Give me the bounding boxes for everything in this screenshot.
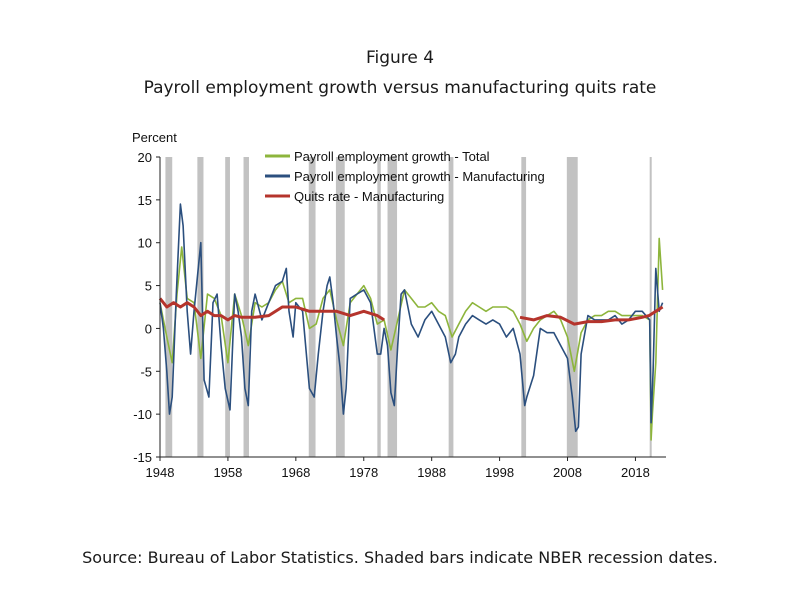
y-tick-label: -5 (140, 364, 152, 379)
recession-bar-4 (308, 157, 316, 457)
x-tick-label: 1958 (213, 465, 242, 480)
series-line-1 (159, 203, 664, 433)
x-tick-label: 1978 (349, 465, 378, 480)
recession-bar-6 (377, 157, 381, 457)
legend: Payroll employment growth - Total Payroll… (265, 149, 545, 204)
series-line-0 (159, 237, 664, 441)
legend-entry-0: Payroll employment growth - Total (294, 149, 490, 164)
recession-bars (165, 157, 652, 457)
y-tick-label: 20 (138, 150, 152, 165)
y-tick-label: 0 (145, 321, 152, 336)
figure-label: Figure 4 (365, 48, 435, 68)
recession-bar-1 (197, 157, 204, 457)
recession-bar-11 (649, 157, 652, 457)
y-tick-label: 5 (145, 279, 152, 294)
source-note: Source: Bureau of Labor Statistics. Shad… (82, 548, 718, 567)
legend-entry-2: Quits rate - Manufacturing (294, 189, 444, 204)
x-tick-label: 1968 (281, 465, 310, 480)
y-axis-label: Percent (132, 130, 177, 145)
y-tick-label: -10 (133, 407, 152, 422)
recession-bar-9 (521, 157, 527, 457)
legend-entry-1: Payroll employment growth - Manufacturin… (294, 169, 545, 184)
x-tick-label: 2018 (621, 465, 650, 480)
figure-title: Payroll employment growth versus manufac… (143, 78, 657, 98)
recession-bar-5 (335, 157, 345, 457)
y-tick-label: -15 (133, 450, 152, 465)
y-tick-label: 15 (138, 193, 152, 208)
x-tick-label: 1988 (417, 465, 446, 480)
recession-bar-7 (387, 157, 398, 457)
x-tick-label: 1998 (485, 465, 514, 480)
y-tick-label: 10 (138, 236, 152, 251)
recession-bar-10 (566, 157, 578, 457)
series-lines (158, 203, 664, 441)
recession-bar-3 (243, 157, 249, 457)
x-tick-label: 1948 (146, 465, 175, 480)
x-tick-label: 2008 (553, 465, 582, 480)
series-line-2 (158, 297, 664, 326)
recession-bar-8 (448, 157, 454, 457)
recession-bar-2 (225, 157, 230, 457)
